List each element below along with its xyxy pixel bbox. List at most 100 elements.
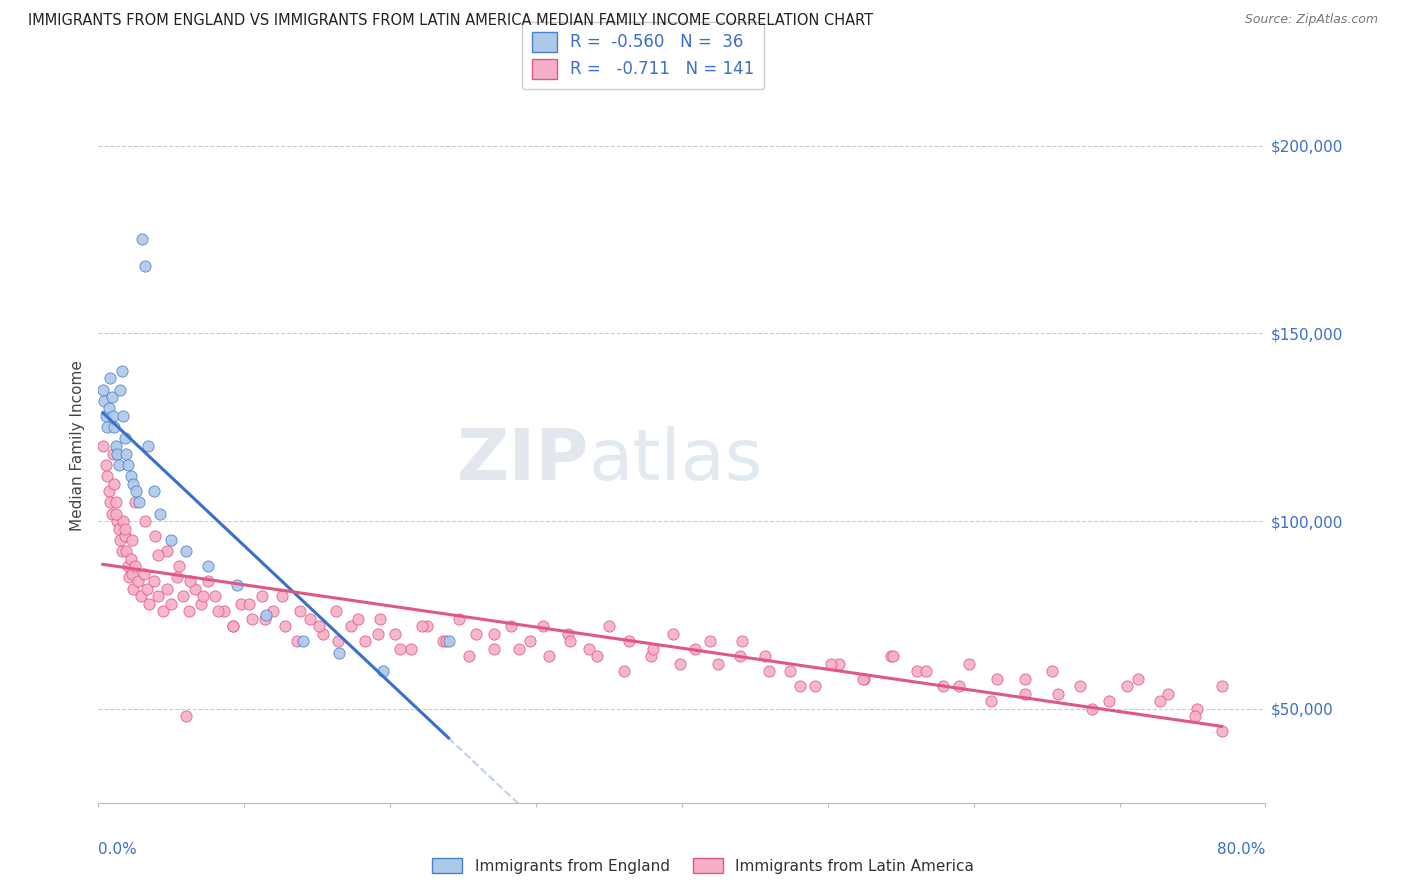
Point [204,589,226,603]
Point [371,665,394,679]
Point [98,495,121,509]
Point [1211,679,1233,693]
Point [669,657,692,671]
Point [103,476,125,491]
Point [612,665,634,679]
Point [437,634,460,648]
Point [754,649,776,664]
Point [91,383,114,397]
Legend: R =  -0.560   N =  36, R =   -0.711   N = 141: R = -0.560 N = 36, R = -0.711 N = 141 [522,21,763,89]
Point [122,582,145,596]
Point [221,619,243,633]
Point [240,612,263,626]
Point [91,439,114,453]
Point [339,619,361,633]
Point [641,641,664,656]
Point [129,589,152,603]
Text: 80.0%: 80.0% [1218,842,1265,857]
Point [291,634,314,648]
Point [101,409,124,423]
Point [1014,687,1036,701]
Point [134,514,156,528]
Text: ZIP: ZIP [457,425,589,495]
Point [100,507,122,521]
Text: 0.0%: 0.0% [98,842,138,857]
Point [779,665,801,679]
Point [578,641,600,656]
Point [399,641,422,656]
Point [142,484,165,499]
Point [253,612,276,626]
Point [932,679,955,693]
Point [97,401,120,416]
Point [100,390,122,404]
Point [1047,687,1070,701]
Point [325,604,347,618]
Point [156,544,179,558]
Point [447,612,470,626]
Point [730,649,752,664]
Point [389,641,412,656]
Point [104,507,127,521]
Point [103,420,125,434]
Point [104,439,127,453]
Point [121,566,143,581]
Point [193,589,215,603]
Point [111,544,134,558]
Point [274,619,297,633]
Point [167,559,190,574]
Point [124,559,146,574]
Point [262,604,284,618]
Point [288,604,311,618]
Point [156,582,179,596]
Point [138,597,160,611]
Point [111,364,134,378]
Point [312,627,335,641]
Point [121,533,143,547]
Point [432,634,454,648]
Point [347,612,370,626]
Point [538,649,561,664]
Point [114,522,136,536]
Point [828,657,851,671]
Point [117,458,139,472]
Point [160,597,183,611]
Point [384,627,406,641]
Point [96,420,118,434]
Point [114,529,136,543]
Point [852,672,875,686]
Point [104,495,127,509]
Point [118,570,141,584]
Point [411,619,433,633]
Point [135,582,157,596]
Point [699,634,721,648]
Point [134,259,156,273]
Point [231,597,253,611]
Point [980,694,1002,708]
Point [271,589,294,603]
Point [354,634,377,648]
Point [758,665,780,679]
Point [124,495,146,509]
Point [190,597,212,611]
Point [508,641,530,656]
Point [914,665,936,679]
Text: IMMIGRANTS FROM ENGLAND VS IMMIGRANTS FROM LATIN AMERICA MEDIAN FAMILY INCOME CO: IMMIGRANTS FROM ENGLAND VS IMMIGRANTS FR… [28,13,873,29]
Point [598,619,620,633]
Point [1156,687,1178,701]
Point [1211,724,1233,739]
Point [149,507,172,521]
Point [1149,694,1171,708]
Point [531,619,554,633]
Point [117,559,139,574]
Point [731,634,754,648]
Point [434,634,457,648]
Point [197,574,219,589]
Point [482,627,505,641]
Point [127,574,149,589]
Point [1115,679,1137,693]
Point [1069,679,1091,693]
Point [152,604,174,618]
Point [108,458,131,472]
Point [105,514,128,528]
